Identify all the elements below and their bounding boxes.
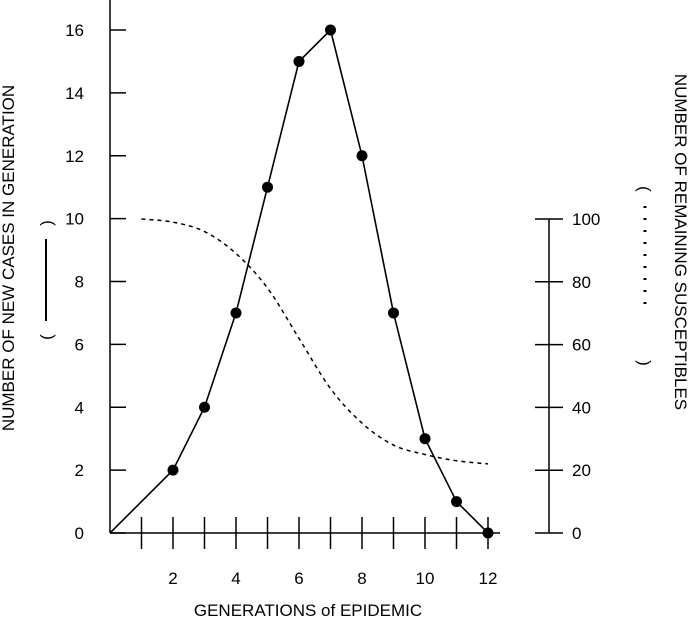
left-y-tick-label: 2 [75,461,84,480]
right-y-tick-label: 40 [572,398,591,417]
new-cases-point [230,307,242,319]
left-y-tick-label: 8 [75,273,84,292]
x-tick-label: 12 [479,569,498,588]
left-y-tick-label: 0 [75,524,84,543]
new-cases-point [325,24,336,36]
new-cases-point [293,55,305,67]
right-y-tick-label: 60 [572,336,591,355]
right-axis-label-text: NUMBER OF REMAINING SUSCEPTIBLES [671,74,690,410]
left-y-tick-label: 4 [75,398,84,417]
left-axis-key: ( ) [37,220,56,340]
right-y-tick-label: 80 [572,273,591,292]
left-key-open: ( [37,334,56,340]
left-y-tick-label: 12 [65,147,84,166]
new-cases-point [262,181,273,193]
left-y-tick-label: 16 [65,21,84,40]
axes [109,0,550,534]
x-tick-label: 2 [168,569,177,588]
left-axis-label-text: NUMBER OF NEW CASES IN GENERATION [0,85,18,431]
left-y-tick-label: 14 [65,84,84,103]
new-cases-line [109,28,489,534]
x-tick-label: 6 [294,569,303,588]
x-tick-label: 4 [231,569,240,588]
new-cases-point [419,433,431,445]
left-y-tick-label: 10 [65,210,84,229]
new-cases-point [199,401,210,413]
right-y-tick-label: 0 [572,524,581,543]
new-cases-point [482,527,494,539]
right-y-tick-label: 20 [572,461,591,480]
right-y-tick-label: 100 [572,210,600,229]
right-key-open: ( [635,186,654,192]
new-cases-point [451,496,462,508]
right-axis-label: NUMBER OF REMAINING SUSCEPTIBLES [671,74,690,410]
x-axis-label: GENERATIONS of EPIDEMIC [194,601,422,618]
series [109,24,494,539]
left-axis-label: NUMBER OF NEW CASES IN GENERATION [0,85,18,431]
new-cases-point [388,307,399,319]
x-tick-label: 10 [416,569,435,588]
ticks: 0 2 4 6 8 10 12 14 16 0 20 40 60 80 100 2 4 6 8 10 12 [65,21,600,588]
new-cases-point [167,464,179,476]
right-key-close: ) [635,360,654,366]
remaining-susceptibles-line [141,218,489,465]
right-axis-key: ( ) [635,186,654,366]
left-key-close: ) [37,220,56,226]
left-y-tick-label: 6 [75,335,84,354]
x-tick-label: 8 [357,569,366,588]
new-cases-point [356,150,368,162]
